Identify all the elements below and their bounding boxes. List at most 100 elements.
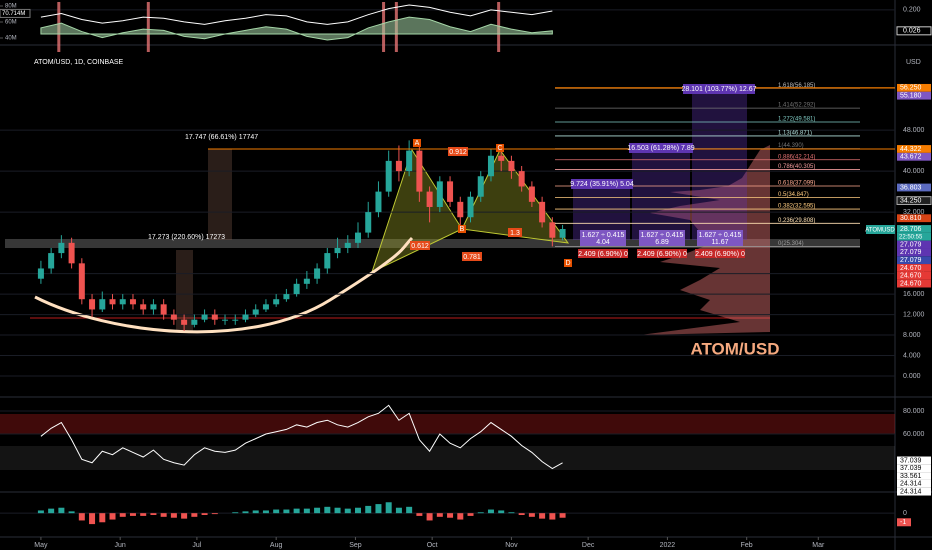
histogram-bar xyxy=(89,513,96,525)
x-tick-label: Mar xyxy=(812,542,825,549)
histogram-bar xyxy=(416,513,423,516)
y2-tick-label: 40M xyxy=(5,36,17,42)
price-tag-label: 27.079 xyxy=(900,257,922,264)
y-tick-label: 60.000 xyxy=(903,431,925,438)
candle-body xyxy=(48,253,55,269)
candle-body xyxy=(37,268,44,279)
histogram-bar xyxy=(426,513,433,521)
histogram-bar xyxy=(140,513,147,516)
price-tag-label: 27.079 xyxy=(900,241,922,248)
measure-label: 17.273 (220.60%) 17273 xyxy=(148,234,225,241)
x-tick-label: Aug xyxy=(270,542,283,549)
countdown-label: 22:50:55 xyxy=(899,234,923,240)
candle-body xyxy=(498,155,505,161)
measure-box xyxy=(176,250,193,332)
histogram-bar xyxy=(518,513,525,515)
fib-label: 1.272(49.581) xyxy=(778,117,815,123)
ratio-label: 1.627 ÷ 0.415 xyxy=(641,232,684,239)
candle-body xyxy=(273,299,280,305)
area xyxy=(40,16,553,41)
value-tag-label: 37.039 xyxy=(900,465,922,472)
histogram-bar xyxy=(467,513,474,516)
pattern-tag xyxy=(508,228,522,237)
candle-body xyxy=(314,268,321,279)
candle-body xyxy=(191,319,198,325)
price-tag-label: 56.250 xyxy=(900,85,922,92)
pattern-label: B xyxy=(460,226,465,233)
candle-body xyxy=(181,319,188,325)
price-tag xyxy=(897,145,931,153)
candle-body xyxy=(232,319,239,321)
y-tick-label: 8.000 xyxy=(903,332,921,339)
histogram-bar xyxy=(129,513,136,516)
histogram-bar xyxy=(191,513,198,517)
histogram-bar xyxy=(262,510,269,514)
value-tag xyxy=(897,518,911,527)
histogram-bar xyxy=(436,513,443,517)
histogram-bar xyxy=(273,509,280,514)
histogram-bar xyxy=(324,506,331,514)
chart-title: ATOM/USD, 1D, COINBASE xyxy=(34,59,124,66)
histogram-bar xyxy=(528,513,535,517)
x-tick-label: May xyxy=(34,542,48,549)
symbol-tag xyxy=(866,225,895,234)
histogram-bar xyxy=(365,505,372,514)
target-label: 6.89 xyxy=(655,239,669,246)
x-tick-label: Nov xyxy=(505,542,518,549)
candle-body xyxy=(436,181,443,207)
pattern-label: 0.912 xyxy=(449,149,467,156)
candle-body xyxy=(416,150,423,192)
target-label: 11.67 xyxy=(712,239,729,246)
stop-tag xyxy=(695,249,745,258)
x-tick-label: Dec xyxy=(582,542,595,549)
x-tick-label: Oct xyxy=(427,542,438,549)
histogram-bar xyxy=(539,513,546,519)
price-tag-label: 27.079 xyxy=(900,249,922,256)
candle-body xyxy=(375,191,382,213)
pattern-label: 0.781 xyxy=(463,254,481,261)
candle-body xyxy=(467,196,474,218)
value-tag xyxy=(896,26,932,36)
candle-body xyxy=(129,299,136,305)
histogram-bar xyxy=(457,513,464,520)
pattern-tag xyxy=(410,241,430,250)
y-tick-label: 0 xyxy=(903,510,907,517)
rsi-band xyxy=(0,446,895,470)
ratio-label: 1.627 ÷ 0.415 xyxy=(582,232,625,239)
measure-label: 17.747 (66.61%) 17747 xyxy=(185,134,258,141)
price-tag xyxy=(897,152,931,161)
histogram-bar xyxy=(395,507,402,514)
candle-body xyxy=(355,232,361,243)
histogram-bar xyxy=(232,512,239,514)
candle-body xyxy=(406,150,413,172)
price-tag xyxy=(897,240,931,249)
candle-body xyxy=(119,299,126,305)
histogram-bar xyxy=(181,513,188,519)
histogram-bar xyxy=(447,513,454,518)
candle-body xyxy=(549,222,556,238)
histogram-bar xyxy=(37,510,44,514)
candle-body xyxy=(160,304,167,315)
price-tag xyxy=(897,183,931,192)
price-tag xyxy=(897,264,931,272)
fib-label: 0.786(40.305) xyxy=(778,164,815,170)
stop-label: 2.409 (6.90%) 0 xyxy=(578,251,628,258)
candle-body xyxy=(487,155,494,177)
ratio-tag xyxy=(580,230,626,246)
price-tag xyxy=(897,83,931,92)
y-tick-label: 32.000 xyxy=(903,209,925,216)
value-tag-label: 24.314 xyxy=(900,488,922,495)
candle-body xyxy=(447,181,454,202)
price-tag xyxy=(897,256,931,265)
signal-bar xyxy=(146,2,150,52)
x-tick-label: Sep xyxy=(349,542,362,549)
fib-label: 1(44.390) xyxy=(778,143,804,149)
rsi-line xyxy=(40,404,563,470)
histogram-bar xyxy=(119,513,126,517)
fib-label: 1.13(46.871) xyxy=(778,130,812,136)
fib-label: 0.618(37.099) xyxy=(778,181,815,187)
x-tick-label: 2022 xyxy=(660,542,676,549)
fib-label: 0.382(32.595) xyxy=(778,204,815,210)
